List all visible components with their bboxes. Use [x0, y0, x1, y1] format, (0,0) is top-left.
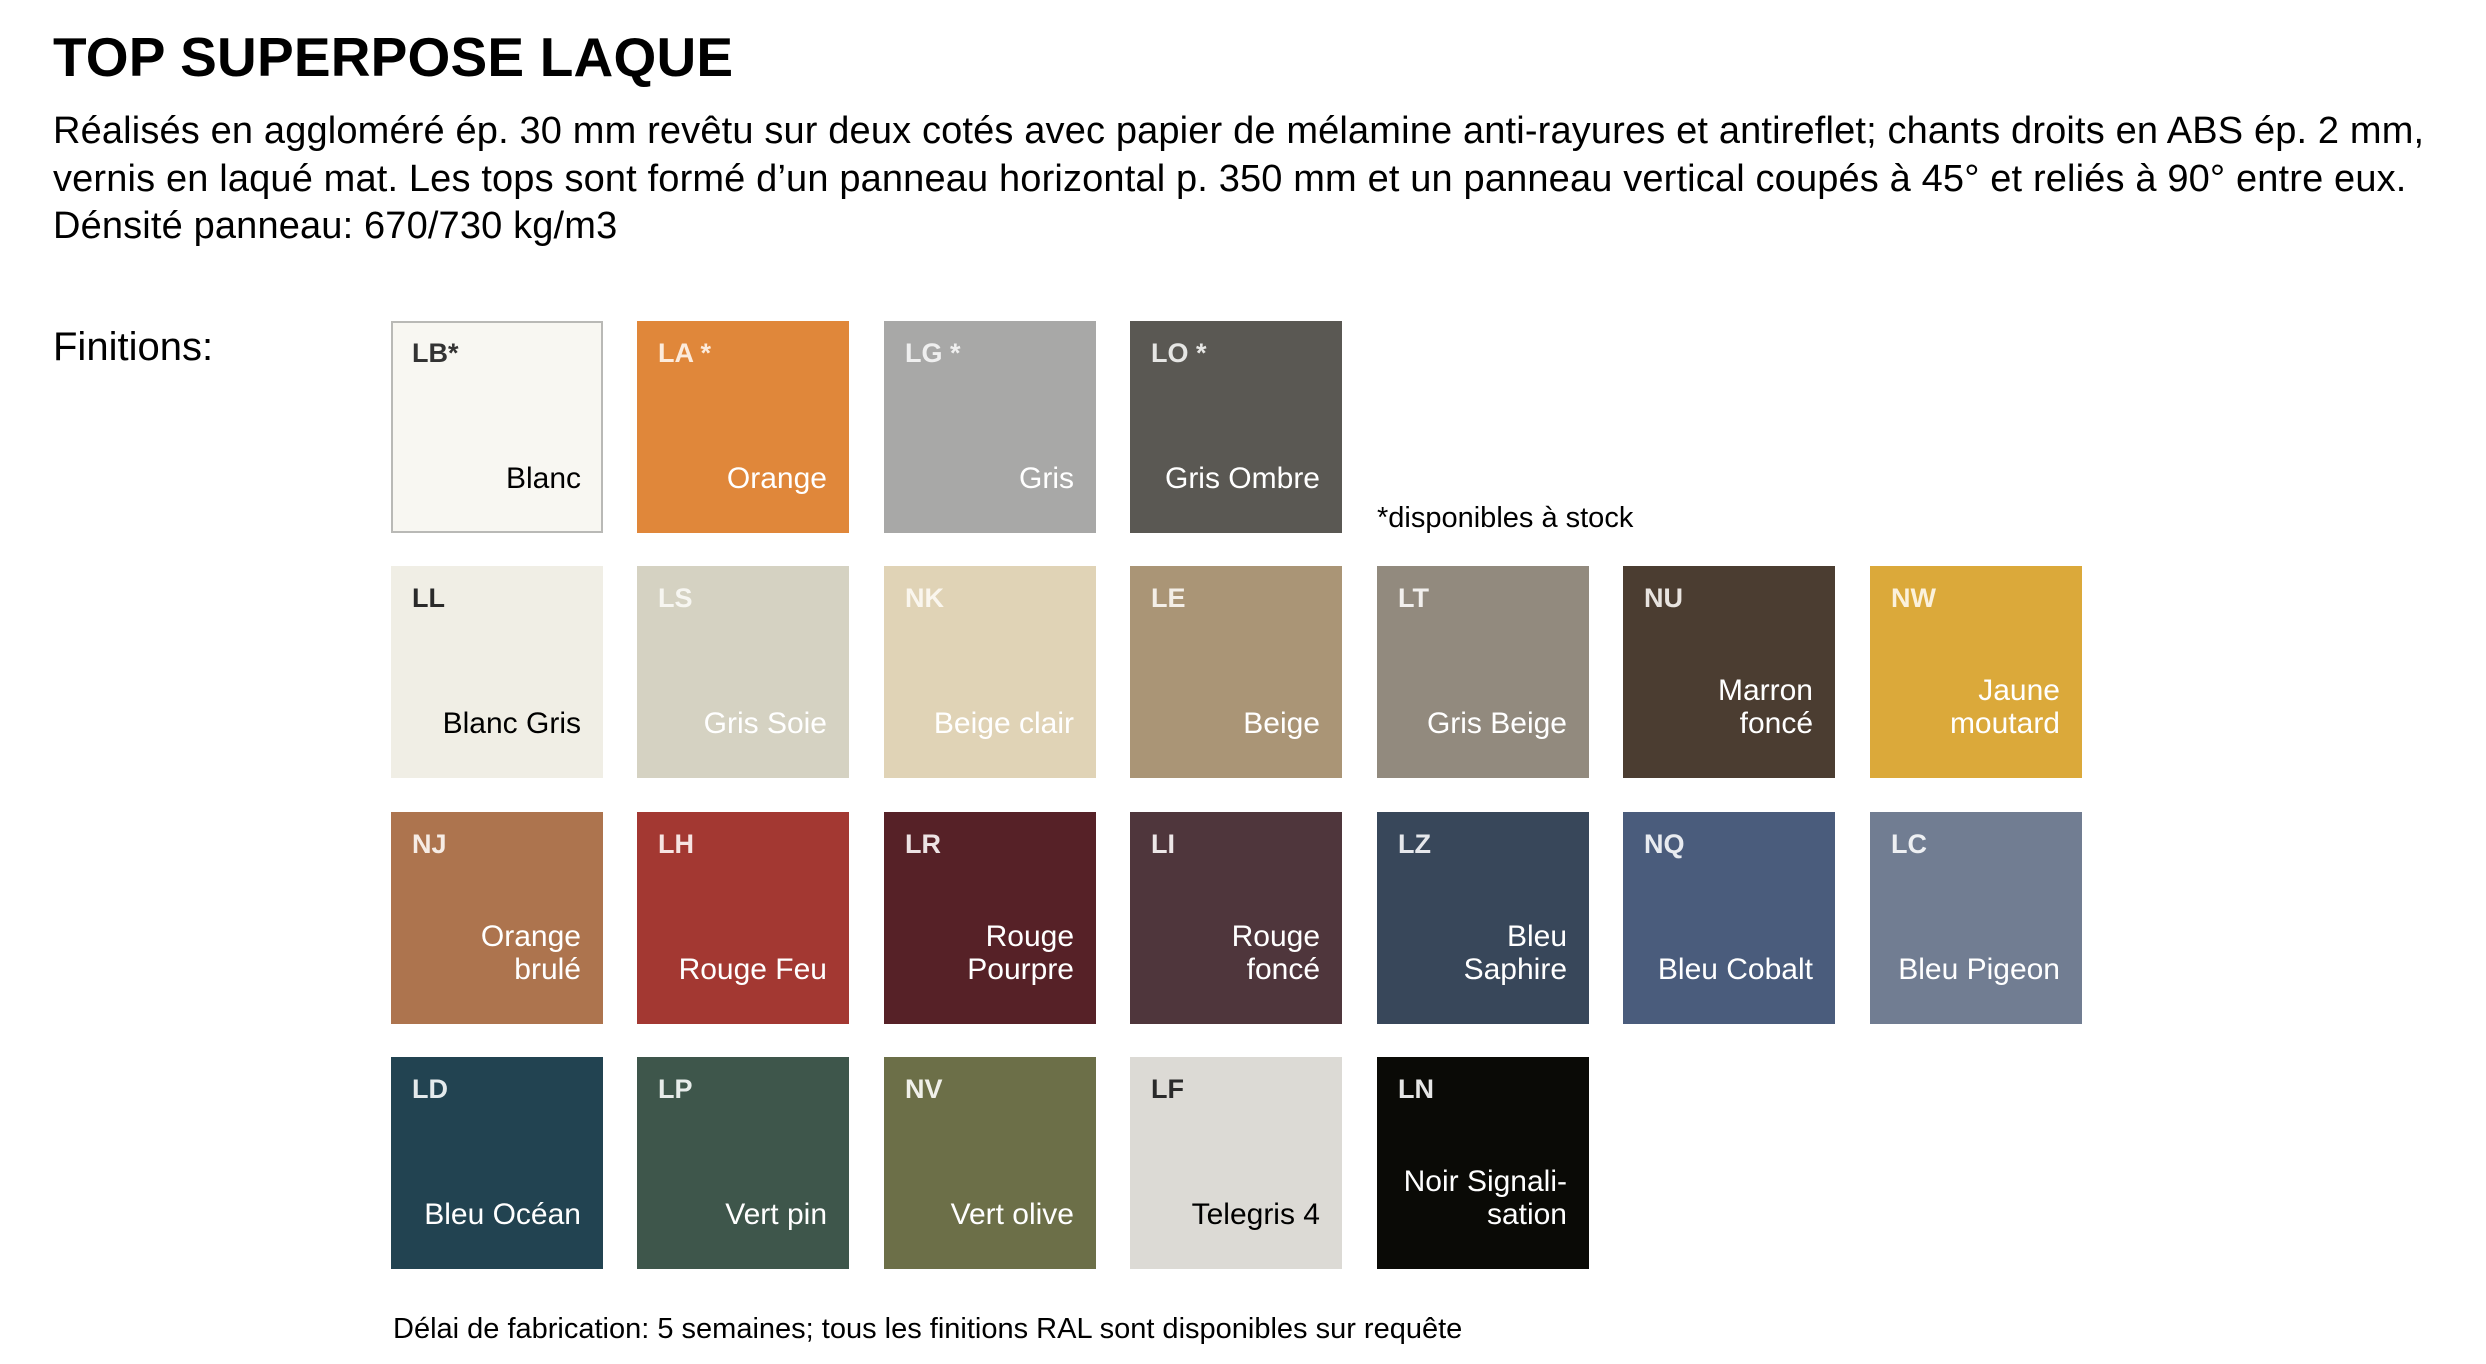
swatch-name: Beige: [1243, 707, 1320, 740]
swatch-code: NW: [1891, 583, 1936, 613]
swatch-name: Blanc: [505, 462, 581, 495]
finishes-label: Finitions:: [53, 325, 214, 369]
swatch-name: Vert pin: [725, 1198, 827, 1231]
product-description: Réalisés en aggloméré ép. 30 mm revêtu s…: [53, 110, 2425, 247]
swatch-name: Bleu Océan: [424, 1198, 581, 1231]
swatch-name: Orange brulé: [480, 920, 581, 986]
swatch-name: Orange: [726, 462, 827, 495]
swatch-code: NV: [905, 1074, 943, 1104]
swatch-code: NQ: [1644, 829, 1685, 859]
finish-swatch-li[interactable]: LI Rouge foncé: [1130, 812, 1342, 1024]
finish-swatch-lt[interactable]: LT Gris Beige: [1377, 566, 1589, 778]
swatch-code: LI: [1151, 829, 1175, 859]
swatch-name: Marron foncé: [1717, 674, 1813, 740]
finish-swatch-ld[interactable]: LD Bleu Océan: [391, 1057, 603, 1269]
finish-swatch-nw[interactable]: NW Jaune moutard: [1870, 566, 2082, 778]
finish-swatch-lc[interactable]: LC Bleu Pigeon: [1870, 812, 2082, 1024]
swatch-code: LO *: [1151, 338, 1207, 368]
swatch-name: Rouge Pourpre: [967, 920, 1074, 986]
finish-swatch-nq[interactable]: NQ Bleu Cobalt: [1623, 812, 1835, 1024]
swatch-code: LD: [412, 1074, 448, 1104]
swatch-code: LF: [1151, 1074, 1184, 1104]
finish-swatch-lb[interactable]: LB* Blanc: [391, 321, 603, 533]
finish-swatch-lg[interactable]: LG * Gris: [884, 321, 1096, 533]
finish-swatch-lp[interactable]: LP Vert pin: [637, 1057, 849, 1269]
page-title: TOP SUPERPOSE LAQUE: [53, 26, 734, 88]
swatch-name: Bleu Saphire: [1463, 920, 1567, 986]
swatch-code: LR: [905, 829, 941, 859]
swatch-code: LN: [1398, 1074, 1434, 1104]
finish-swatch-le[interactable]: LE Beige: [1130, 566, 1342, 778]
swatch-name: Rouge foncé: [1231, 920, 1320, 986]
stock-availability-note: *disponibles à stock: [1377, 502, 1634, 534]
finish-swatch-ln[interactable]: LN Noir Signali- sation: [1377, 1057, 1589, 1269]
finish-swatch-nk[interactable]: NK Beige clair: [884, 566, 1096, 778]
finish-swatch-ll[interactable]: LL Blanc Gris: [391, 566, 603, 778]
finish-swatch-lh[interactable]: LH Rouge Feu: [637, 812, 849, 1024]
swatch-code: LT: [1398, 583, 1429, 613]
finish-swatch-nu[interactable]: NU Marron foncé: [1623, 566, 1835, 778]
swatch-name: Noir Signali- sation: [1403, 1165, 1567, 1231]
swatch-code: NK: [905, 583, 944, 613]
swatch-name: Gris Beige: [1426, 707, 1567, 740]
finish-swatch-nj[interactable]: NJ Orange brulé: [391, 812, 603, 1024]
finish-swatch-lo[interactable]: LO * Gris Ombre: [1130, 321, 1342, 533]
swatch-name: Rouge Feu: [678, 953, 827, 986]
swatch-code: LB*: [412, 338, 459, 368]
swatch-code: LL: [412, 583, 445, 613]
lead-time-note: Délai de fabrication: 5 semaines; tous l…: [393, 1313, 1463, 1345]
finish-swatch-nv[interactable]: NV Vert olive: [884, 1057, 1096, 1269]
swatch-code: NJ: [412, 829, 447, 859]
swatch-name: Telegris 4: [1191, 1198, 1320, 1231]
finish-swatch-lf[interactable]: LF Telegris 4: [1130, 1057, 1342, 1269]
swatch-code: LC: [1891, 829, 1927, 859]
swatch-code: LA *: [658, 338, 711, 368]
swatch-name: Beige clair: [933, 707, 1074, 740]
swatch-name: Gris: [1019, 462, 1074, 495]
swatch-code: LE: [1151, 583, 1186, 613]
swatch-code: LZ: [1398, 829, 1431, 859]
swatch-code: LP: [658, 1074, 693, 1104]
swatch-name: Jaune moutard: [1949, 674, 2060, 740]
finish-swatch-lr[interactable]: LR Rouge Pourpre: [884, 812, 1096, 1024]
swatch-code: LS: [658, 583, 693, 613]
finish-swatch-ls[interactable]: LS Gris Soie: [637, 566, 849, 778]
swatch-name: Bleu Pigeon: [1898, 953, 2060, 986]
swatch-name: Gris Ombre: [1164, 462, 1320, 495]
finish-swatch-lz[interactable]: LZ Bleu Saphire: [1377, 812, 1589, 1024]
finish-swatch-la[interactable]: LA * Orange: [637, 321, 849, 533]
swatch-code: LG *: [905, 338, 961, 368]
swatch-code: NU: [1644, 583, 1683, 613]
swatch-name: Bleu Cobalt: [1657, 953, 1813, 986]
swatch-code: LH: [658, 829, 694, 859]
swatch-name: Gris Soie: [703, 707, 827, 740]
swatch-name: Vert olive: [950, 1198, 1074, 1231]
swatch-name: Blanc Gris: [442, 707, 581, 740]
